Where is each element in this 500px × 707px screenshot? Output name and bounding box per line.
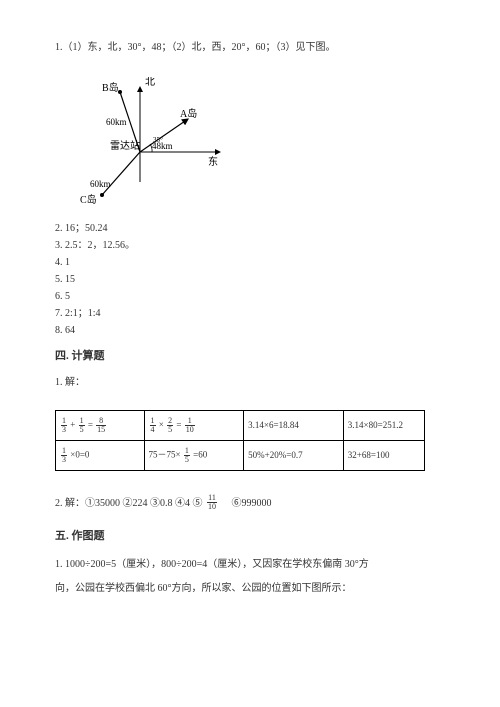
s5-q1-l2: 向，公园在学校西偏北 60°方向，所以家、公园的位置如下图所示： <box>55 578 445 600</box>
calc-cell: 14 × 25 = 110 <box>144 410 244 440</box>
section4-title: 四. 计算题 <box>55 348 445 365</box>
a-label: A岛 <box>180 107 197 120</box>
calc-cell: 50%+20%=0.7 <box>244 440 344 470</box>
ans-3: 3. 2.5：2，12.56。 <box>55 238 445 253</box>
calc-cell: 3.14×6=18.84 <box>244 410 344 440</box>
calc-table: 13 + 15 = 81514 × 25 = 1103.14×6=18.843.… <box>55 410 425 471</box>
north-label: 北 <box>145 77 155 88</box>
s4-q2-frac: 11 10 <box>207 494 217 511</box>
calc-cell: 3.14×80=251.2 <box>343 410 424 440</box>
c-label: C岛 <box>80 193 97 206</box>
dist-c-label: 60km <box>90 179 111 189</box>
calc-cell: 75－75× 15 =60 <box>144 440 244 470</box>
calc-cell: 13 + 15 = 815 <box>56 410 145 440</box>
radar-label: 雷达站 <box>110 139 140 152</box>
ans-7: 7. 2:1；1:4 <box>55 306 445 321</box>
dist-b-label: 60km <box>106 117 127 127</box>
section5-title: 五. 作图题 <box>55 528 445 545</box>
ans-5: 5. 15 <box>55 272 445 287</box>
s4-q1-label: 1. 解： <box>55 375 445 390</box>
b-label: B岛 <box>102 81 119 94</box>
s4-q2: 2. 解：①35000 ②224 ③0.8 ④4 ⑤ 11 10 ⑥999000 <box>55 495 445 512</box>
east-label: 东 <box>208 155 218 168</box>
s4-q2-prefix: 2. 解：①35000 ②224 ③0.8 ④4 ⑤ <box>55 497 203 508</box>
ans-4: 4. 1 <box>55 255 445 270</box>
calc-cell: 32+68=100 <box>343 440 424 470</box>
calc-cell: 13 ×0=0 <box>56 440 145 470</box>
ans-2: 2. 16；50.24 <box>55 221 445 236</box>
ans-8: 8. 64 <box>55 323 445 338</box>
s5-q1-l1: 1. 1000÷200=5（厘米），800÷200=4（厘米），又因家在学校东偏… <box>55 554 445 576</box>
q1-text: 1.（1）东，北，30°，48；（2）北，西，20°，60；（3）见下图。 <box>55 40 445 55</box>
radar-diagram: 北 东 B岛 A岛 C岛 雷达站 60km 48km 60km 35° <box>80 77 230 207</box>
s4-q2-suffix: ⑥999000 <box>222 497 272 508</box>
ans-6: 6. 5 <box>55 289 445 304</box>
angle-label: 35° <box>153 136 163 144</box>
